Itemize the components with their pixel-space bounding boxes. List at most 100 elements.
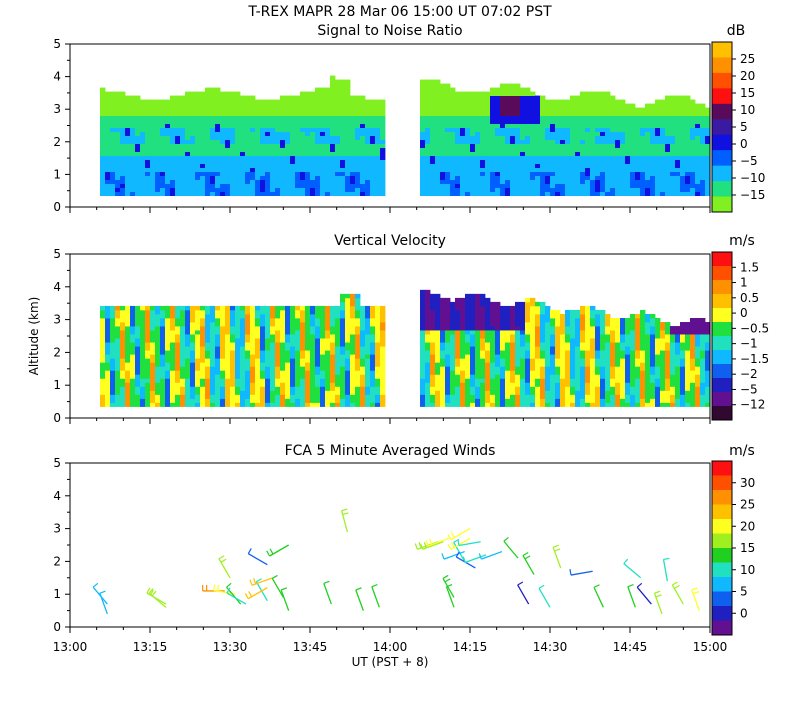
heatmap-cell (150, 386, 155, 390)
heatmap-cell (340, 132, 345, 136)
heatmap-cell (285, 322, 290, 326)
heatmap-cell (360, 120, 365, 124)
heatmap-cell (345, 100, 350, 104)
heatmap-cell (585, 184, 590, 188)
heatmap-cell (265, 346, 270, 350)
heatmap-cell (235, 322, 240, 326)
heatmap-cell (330, 342, 335, 346)
heatmap-cell (520, 100, 525, 104)
heatmap-cell (455, 403, 460, 407)
heatmap-cell (235, 188, 240, 192)
heatmap-cell (285, 140, 290, 144)
heatmap-cell (545, 100, 550, 104)
heatmap-cell (440, 184, 445, 188)
heatmap-cell (165, 370, 170, 374)
heatmap-cell (240, 362, 245, 366)
heatmap-cell (245, 330, 250, 334)
heatmap-cell (485, 124, 490, 128)
heatmap-cell (640, 140, 645, 144)
heatmap-cell (680, 148, 685, 152)
heatmap-cell (170, 394, 175, 398)
heatmap-cell (260, 128, 265, 132)
heatmap-cell (620, 120, 625, 124)
heatmap-cell (480, 334, 485, 338)
heatmap-cell (140, 403, 145, 407)
heatmap-cell (515, 394, 520, 398)
heatmap-cell (505, 112, 510, 116)
heatmap-cell (545, 172, 550, 176)
heatmap-cell (490, 124, 495, 128)
heatmap-cell (235, 346, 240, 350)
heatmap-cell (675, 96, 680, 100)
heatmap-cell (100, 168, 105, 172)
heatmap-cell (265, 144, 270, 148)
heatmap-cell (315, 168, 320, 172)
heatmap-cell (600, 128, 605, 132)
heatmap-cell (675, 156, 680, 160)
heatmap-cell (325, 136, 330, 140)
heatmap-cell (115, 184, 120, 188)
heatmap-cell (545, 152, 550, 156)
heatmap-cell (310, 310, 315, 314)
heatmap-cell (425, 192, 430, 196)
heatmap-cell (170, 338, 175, 342)
heatmap-cell (270, 398, 275, 402)
heatmap-cell (150, 342, 155, 346)
heatmap-cell (310, 132, 315, 136)
heatmap-cell (145, 378, 150, 382)
heatmap-cell (105, 358, 110, 362)
heatmap-cell (350, 394, 355, 398)
heatmap-cell (230, 156, 235, 160)
heatmap-cell (440, 148, 445, 152)
heatmap-cell (570, 140, 575, 144)
heatmap-cell (290, 306, 295, 310)
heatmap-cell (635, 124, 640, 128)
heatmap-cell (565, 176, 570, 180)
heatmap-cell (615, 156, 620, 160)
heatmap-cell (485, 318, 490, 322)
heatmap-cell (450, 160, 455, 164)
heatmap-cell (420, 394, 425, 398)
heatmap-cell (495, 176, 500, 180)
heatmap-cell (450, 346, 455, 350)
heatmap-cell (505, 88, 510, 92)
heatmap-cell (600, 160, 605, 164)
heatmap-cell (120, 148, 125, 152)
heatmap-cell (240, 318, 245, 322)
heatmap-cell (160, 156, 165, 160)
heatmap-cell (315, 322, 320, 326)
heatmap-cell (180, 104, 185, 108)
heatmap-cell (440, 100, 445, 104)
heatmap-cell (570, 156, 575, 160)
figure-title: T-REX MAPR 28 Mar 06 15:00 UT 07:02 PST (247, 4, 552, 20)
heatmap-cell (595, 172, 600, 176)
heatmap-cell (450, 326, 455, 330)
heatmap-cell (215, 318, 220, 322)
heatmap-cell (595, 192, 600, 196)
heatmap-cell (565, 120, 570, 124)
heatmap-cell (555, 168, 560, 172)
heatmap-cell (495, 354, 500, 358)
heatmap-cell (625, 148, 630, 152)
heatmap-cell (465, 116, 470, 120)
heatmap-cell (110, 92, 115, 96)
heatmap-cell (165, 386, 170, 390)
heatmap-cell (170, 342, 175, 346)
heatmap-cell (530, 128, 535, 132)
colorbar-swatch (712, 73, 732, 89)
heatmap-cell (230, 180, 235, 184)
heatmap-cell (120, 136, 125, 140)
heatmap-cell (250, 370, 255, 374)
heatmap-cell (105, 390, 110, 394)
heatmap-cell (305, 394, 310, 398)
heatmap-cell (685, 112, 690, 116)
heatmap-cell (160, 322, 165, 326)
heatmap-cell (170, 314, 175, 318)
heatmap-cell (430, 80, 435, 84)
heatmap-cell (295, 172, 300, 176)
heatmap-cell (270, 342, 275, 346)
colorbar-label: 0 (740, 137, 748, 151)
heatmap-cell (140, 184, 145, 188)
heatmap-cell (205, 176, 210, 180)
heatmap-cell (150, 152, 155, 156)
